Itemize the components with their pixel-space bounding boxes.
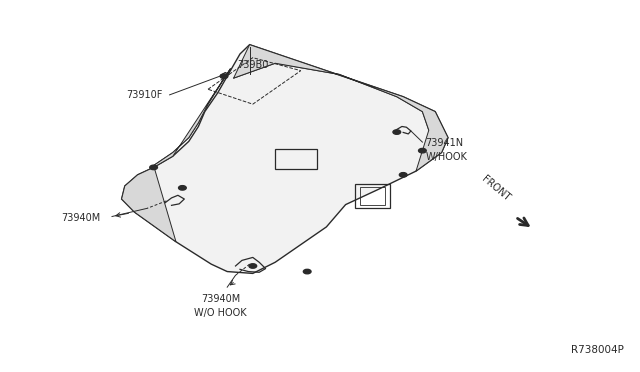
- Circle shape: [150, 165, 157, 170]
- Polygon shape: [122, 69, 230, 242]
- Circle shape: [419, 148, 426, 153]
- Circle shape: [399, 173, 407, 177]
- Circle shape: [303, 269, 311, 274]
- Circle shape: [393, 130, 401, 134]
- Bar: [360, 187, 385, 205]
- Bar: [275, 149, 317, 169]
- Text: 73940M: 73940M: [201, 295, 241, 304]
- Text: 73941N: 73941N: [426, 138, 464, 148]
- Circle shape: [179, 186, 186, 190]
- Circle shape: [249, 264, 257, 268]
- Text: R738004P: R738004P: [571, 345, 624, 355]
- Text: W/O HOOK: W/O HOOK: [195, 308, 247, 318]
- Text: 739B0: 739B0: [237, 60, 269, 70]
- Bar: [355, 184, 390, 208]
- Polygon shape: [234, 45, 448, 171]
- Text: 73910F: 73910F: [126, 90, 162, 100]
- Text: 73940M: 73940M: [61, 213, 100, 222]
- Text: FRONT: FRONT: [480, 174, 512, 203]
- Polygon shape: [122, 45, 448, 273]
- Circle shape: [220, 74, 228, 78]
- Text: W/HOOK: W/HOOK: [426, 153, 467, 162]
